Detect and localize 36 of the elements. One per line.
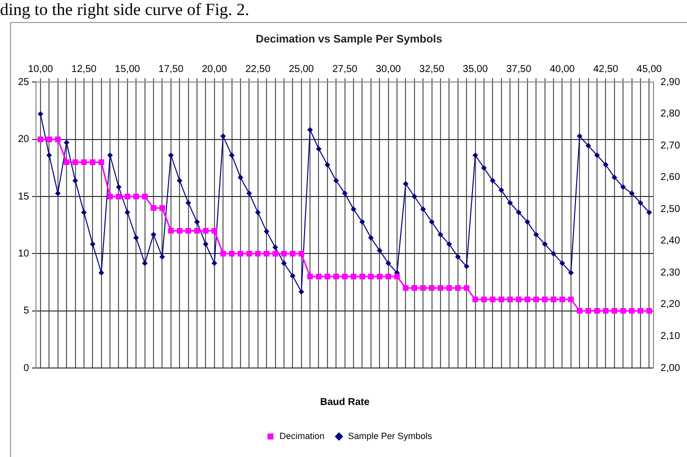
y2-tick-label: 2,30: [660, 267, 680, 278]
x-tick-label: 20,00: [202, 64, 228, 75]
y-tick-label: 5: [24, 306, 30, 317]
x-tick-label: 40,00: [550, 64, 576, 75]
y2-tick-label: 2,20: [660, 299, 680, 310]
y2-tick-label: 2,00: [660, 362, 680, 374]
x-tick-label: 10,00: [28, 64, 54, 75]
y2-tick-label: 2,60: [660, 172, 680, 184]
text: ding to the right side curve of Fig. 2.: [0, 0, 250, 20]
x-tick-label: 27,50: [332, 64, 358, 75]
x-tick-label: 22,50: [245, 64, 271, 75]
x-tick-label: 17,50: [158, 64, 184, 75]
x-tick-label: 25,00: [288, 64, 314, 75]
x-tick-label: 37,50: [506, 64, 532, 75]
x-tick-label: 42,50: [593, 64, 619, 75]
y-tick-label: 20: [18, 134, 30, 146]
x-tick-label: 15,00: [114, 64, 140, 75]
chart-title: Decimation vs Sample Per Symbols: [256, 34, 442, 46]
x-tick-label: 45,00: [636, 64, 662, 75]
y2-tick-label: 2,50: [660, 204, 680, 215]
y-tick-label: 10: [18, 248, 30, 260]
x-tick-label: 30,00: [376, 64, 402, 75]
y2-tick-label: 2,90: [660, 76, 680, 88]
legend-label: Sample Per Symbols: [348, 430, 433, 441]
x-tick-label: 35,00: [462, 64, 488, 75]
legend-label: Decimation: [279, 430, 325, 441]
y2-tick-label: 2,10: [660, 330, 680, 342]
x-tick-label: 12,50: [71, 64, 97, 75]
x-tick-label: 32,50: [419, 64, 445, 75]
y2-tick-label: 2,80: [660, 108, 680, 120]
y-tick-label: 15: [18, 191, 30, 202]
y2-tick-label: 2,40: [660, 236, 680, 247]
y-tick-label: 0: [24, 362, 30, 374]
y2-tick-label: 2,70: [660, 140, 680, 152]
x-axis-title: Baud Rate: [320, 396, 370, 408]
y-tick-label: 25: [18, 76, 30, 88]
